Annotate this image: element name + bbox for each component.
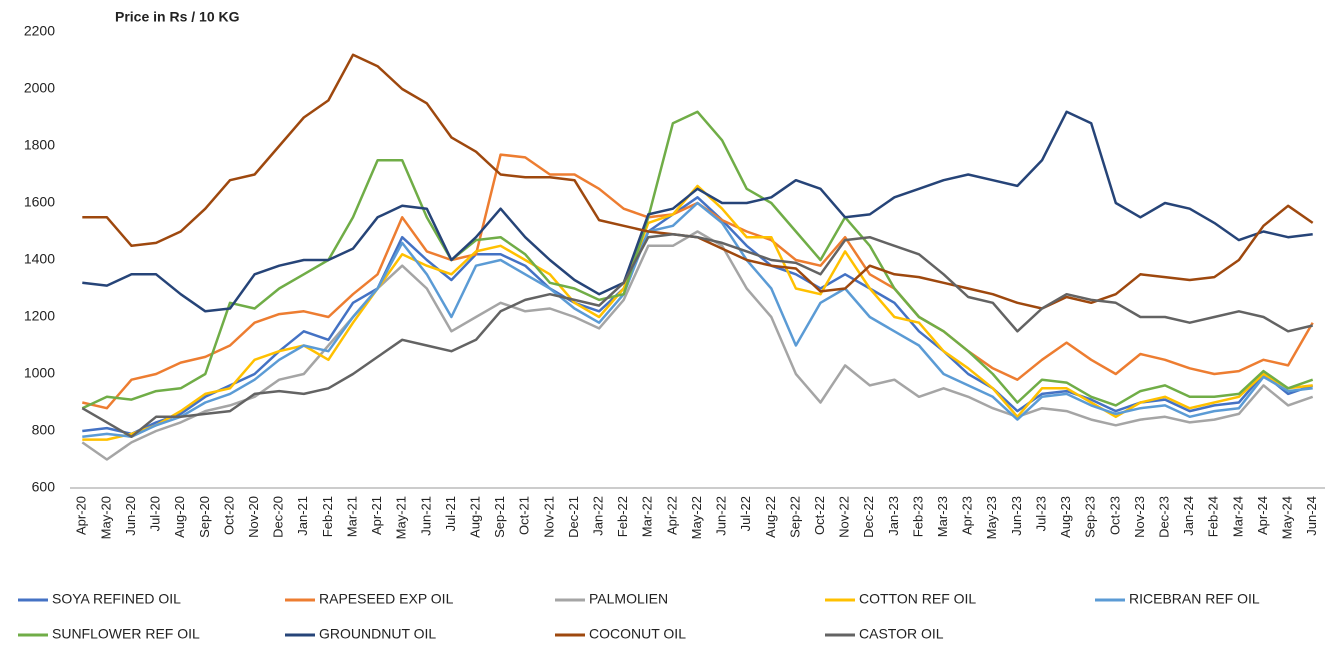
x-tick-label: Apr-23: [960, 496, 975, 535]
x-tick-label: May-20: [98, 496, 113, 539]
line-series: [81, 110, 1314, 410]
legend-label: RAPESEED EXP OIL: [319, 591, 454, 607]
x-tick-label: Oct-21: [517, 496, 532, 535]
x-tick-label: Jan-23: [886, 496, 901, 536]
x-tick-label: Jul-20: [148, 496, 163, 531]
x-tick-label: Mar-23: [935, 496, 950, 537]
x-tick-label: Apr-22: [664, 496, 679, 535]
line-series: [82, 110, 1313, 313]
x-tick-label: Sep-21: [492, 496, 507, 538]
x-tick-label: Dec-23: [1156, 496, 1171, 538]
y-tick-label: 800: [32, 422, 56, 438]
x-tick-label: Jan-24: [1181, 496, 1196, 536]
chart-title: Price in Rs / 10 KG: [115, 9, 240, 25]
x-tick-label: Aug-20: [172, 496, 187, 538]
line-series: [81, 233, 1313, 438]
x-tick-label: Jul-21: [443, 496, 458, 531]
x-tick-label: May-24: [1280, 496, 1295, 539]
line-series: [82, 184, 1313, 441]
legend-label: SOYA REFINED OIL: [52, 591, 181, 607]
legend-label: COTTON REF OIL: [859, 591, 976, 607]
x-tick-label: Jun-21: [418, 496, 433, 536]
x-tick-label: Sep-20: [197, 496, 212, 538]
legend-label: PALMOLIEN: [589, 591, 668, 607]
line-series: [82, 201, 1313, 438]
x-tick-label: Dec-20: [271, 496, 286, 538]
x-tick-label: Sep-23: [1083, 496, 1098, 538]
x-tick-label: Feb-24: [1206, 496, 1221, 537]
x-tick-label: Sep-22: [787, 496, 802, 538]
legend-label: COCONUT OIL: [589, 626, 686, 642]
x-tick-label: Jun-23: [1009, 496, 1024, 536]
x-tick-label: Feb-23: [910, 496, 925, 537]
x-tick-label: Jul-23: [1033, 496, 1048, 531]
x-tick-label: Oct-22: [812, 496, 827, 535]
y-tick-label: 600: [32, 479, 56, 495]
x-tick-label: Nov-23: [1132, 496, 1147, 538]
y-tick-label: 2200: [24, 23, 55, 39]
y-tick-label: 2000: [24, 80, 55, 96]
x-tick-label: Apr-20: [74, 496, 89, 535]
x-tick-label: Dec-21: [566, 496, 581, 538]
y-tick-label: 1400: [24, 251, 55, 267]
line-series: [82, 196, 1314, 436]
x-tick-label: Jan-21: [295, 496, 310, 536]
x-tick-label: Nov-20: [246, 496, 261, 538]
x-tick-label: Jan-22: [591, 496, 606, 536]
x-tick-label: Jun-22: [714, 496, 729, 536]
legend-label: GROUNDNUT OIL: [319, 626, 436, 642]
x-tick-label: May-23: [984, 496, 999, 539]
x-tick-label: Apr-21: [369, 496, 384, 535]
y-tick-label: 1600: [24, 194, 55, 210]
x-tick-label: Jun-20: [123, 496, 138, 536]
x-tick-label: Apr-24: [1255, 496, 1270, 535]
x-tick-label: Nov-21: [541, 496, 556, 538]
x-tick-label: Mar-21: [344, 496, 359, 537]
x-tick-label: Dec-22: [861, 496, 876, 538]
legend-label: CASTOR OIL: [859, 626, 944, 642]
x-tick-label: Oct-23: [1107, 496, 1122, 535]
y-tick-label: 1200: [24, 308, 55, 324]
x-tick-label: May-22: [689, 496, 704, 539]
legend-label: RICEBRAN REF OIL: [1129, 591, 1260, 607]
y-tick-label: 1000: [24, 365, 55, 381]
x-tick-label: Mar-22: [640, 496, 655, 537]
legend-label: SUNFLOWER REF OIL: [52, 626, 200, 642]
y-tick-label: 1800: [24, 137, 55, 153]
x-tick-label: Mar-24: [1230, 496, 1245, 537]
x-tick-label: Nov-22: [837, 496, 852, 538]
x-tick-label: Aug-22: [763, 496, 778, 538]
x-tick-label: Aug-21: [467, 496, 482, 538]
line-series: [81, 230, 1314, 461]
x-tick-label: Feb-21: [320, 496, 335, 537]
x-tick-label: Oct-20: [221, 496, 236, 535]
x-tick-label: May-21: [394, 496, 409, 539]
x-tick-label: Jul-22: [738, 496, 753, 531]
x-tick-label: Aug-23: [1058, 496, 1073, 538]
x-tick-label: Feb-22: [615, 496, 630, 537]
x-tick-label: Jun-24: [1304, 496, 1319, 536]
